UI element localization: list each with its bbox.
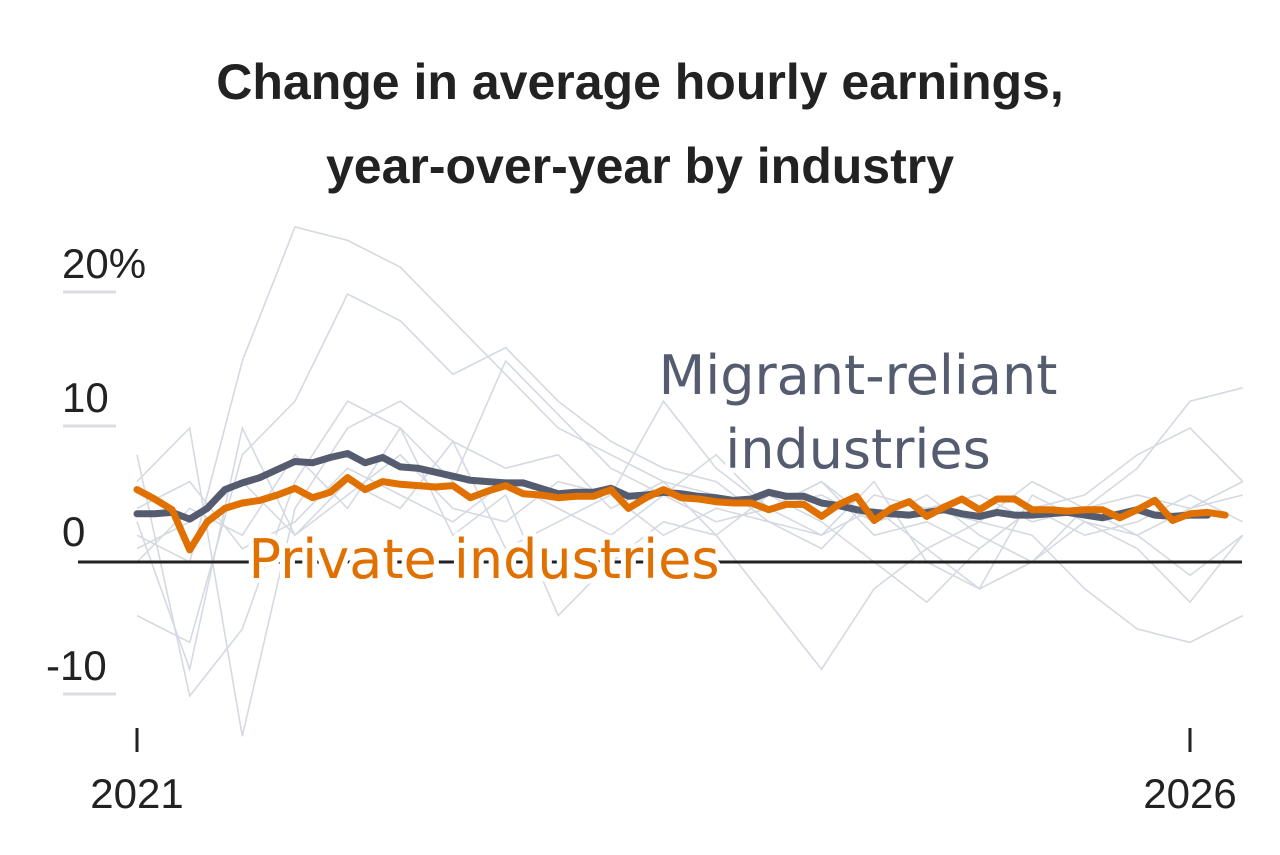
private-industries-line	[133, 474, 1229, 554]
main-series-lines	[133, 450, 1229, 554]
label-migrant-reliant-line-1: Migrant-reliant	[659, 344, 1058, 407]
y-tick-label: 10	[62, 374, 109, 421]
y-tick-label: 20%	[62, 240, 146, 287]
background-industry-lines	[136, 226, 1244, 737]
y-axis: 20% 10 0 -10	[46, 240, 146, 696]
x-tick-label: 2026	[1143, 770, 1236, 817]
y-tick-label: 0	[62, 508, 85, 555]
x-axis: 2021 2026	[90, 728, 1237, 817]
chart-title-line-1: Change in average hourly earnings,	[216, 54, 1064, 110]
chart-title-line-2: year-over-year by industry	[325, 138, 955, 194]
background-line	[136, 359, 1243, 698]
background-line	[136, 453, 1243, 550]
x-tick-label: 2021	[90, 770, 183, 817]
label-private-industries: Private industries	[248, 528, 719, 591]
label-migrant-reliant-line-2: industries	[725, 418, 991, 481]
y-tick-label: -10	[46, 642, 107, 689]
chart-title: Change in average hourly earnings, year-…	[0, 40, 1280, 208]
